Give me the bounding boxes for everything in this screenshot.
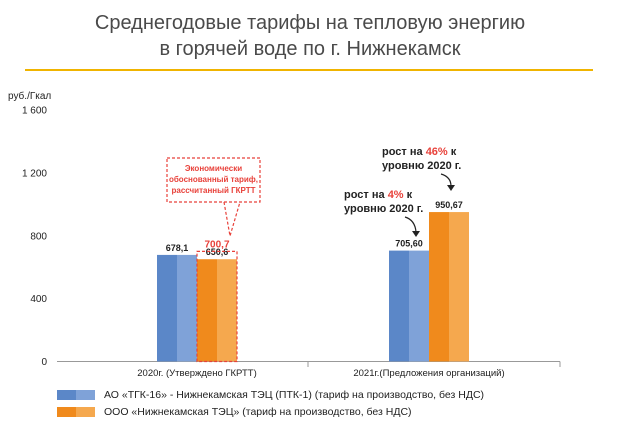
legend-label-orange: ООО «Нижнекамская ТЭЦ» (тариф на произво… bbox=[104, 406, 412, 418]
bar-s0-c0-highlight bbox=[177, 254, 197, 362]
legend-swatch-orange bbox=[57, 407, 95, 417]
callout-line-1: Экономически bbox=[185, 164, 242, 173]
y-tick-label-0: 0 bbox=[41, 357, 47, 368]
chart-title-line-1: Среднегодовые тарифы на тепловую энергию bbox=[94, 12, 526, 34]
data-label-s0-c0: 678,1 bbox=[166, 243, 189, 253]
bar-s1-c0-highlight bbox=[217, 259, 237, 362]
callout-line-3: рассчитанный ГКРТТ bbox=[171, 186, 255, 195]
reference-label: 700,7 bbox=[204, 239, 229, 250]
callout-pointer bbox=[223, 201, 241, 237]
title-underline bbox=[25, 69, 593, 71]
data-label-s0-c1: 705,60 bbox=[395, 239, 423, 249]
growth-orange-arrow bbox=[440, 173, 452, 187]
x-axis-tick-labels: 2020г. (Утверждено ГКРТТ) 2021г.(Предложе… bbox=[137, 368, 504, 379]
x-tick-label-1: 2021г.(Предложения организаций) bbox=[353, 368, 504, 379]
bar-s1-c1-highlight bbox=[449, 212, 469, 362]
growth-blue-arrowhead bbox=[412, 231, 420, 237]
bar-s0-c0 bbox=[157, 254, 177, 362]
y-tick-label-4: 1 600 bbox=[22, 106, 47, 117]
legend-swatch-blue bbox=[57, 390, 95, 400]
growth-annotation-blue: рост на 4% к уровню 2020 г. bbox=[344, 189, 423, 237]
y-tick-label-3: 1 200 bbox=[22, 168, 47, 179]
data-label-s1-c1: 950,67 bbox=[435, 200, 463, 210]
y-axis-label: руб./Гкал bbox=[8, 90, 51, 102]
growth-blue-line-1: рост на 4% к bbox=[344, 189, 413, 201]
growth-blue-arrow bbox=[404, 216, 417, 233]
legend-item-orange: ООО «Нижнекамская ТЭЦ» (тариф на произво… bbox=[57, 405, 412, 419]
data-label-s1-c0: 650,6 bbox=[206, 247, 229, 257]
bar-s0-c1 bbox=[389, 250, 409, 362]
growth-orange-arrowhead bbox=[447, 185, 455, 191]
chart-title: Среднегодовые тарифы на тепловую энергию… bbox=[0, 10, 620, 62]
legend-label-blue: АО «ТГК-16» - Нижнекамская ТЭЦ (ПТК-1) (… bbox=[104, 389, 485, 401]
growth-orange-line-1: рост на 46% к bbox=[382, 146, 457, 158]
callout-box: Экономически обоснованный тариф, рассчит… bbox=[166, 157, 261, 237]
reference-bar-outline bbox=[196, 250, 238, 363]
chart-title-line-2: в горячей воде по г. Нижнекамск bbox=[159, 38, 461, 60]
callout-line-2: обоснованный тариф, bbox=[169, 175, 258, 184]
bar-s1-c0 bbox=[197, 259, 217, 362]
growth-annotation-orange: рост на 46% к уровню 2020 г. bbox=[382, 146, 461, 191]
y-axis-ticks: 0 400 800 1 200 1 600 bbox=[22, 106, 47, 369]
growth-blue-line-2: уровню 2020 г. bbox=[344, 203, 423, 215]
bar-s1-c1 bbox=[429, 212, 449, 362]
x-tick-label-0: 2020г. (Утверждено ГКРТТ) bbox=[137, 368, 256, 379]
bars: 678,1 705,60 650,6 950,67 700,7 bbox=[157, 200, 469, 363]
y-tick-label-1: 400 bbox=[30, 294, 47, 305]
legend-item-blue: АО «ТГК-16» - Нижнекамская ТЭЦ (ПТК-1) (… bbox=[57, 388, 484, 402]
growth-orange-line-2: уровню 2020 г. bbox=[382, 160, 461, 172]
y-tick-label-2: 800 bbox=[30, 231, 47, 242]
bar-s0-c1-highlight bbox=[409, 250, 429, 362]
